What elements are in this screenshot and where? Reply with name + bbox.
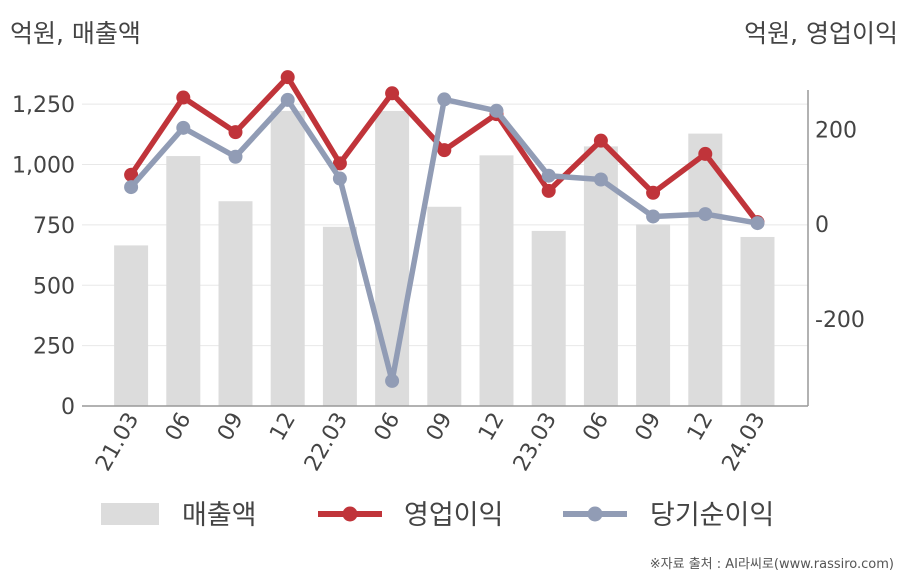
net-income-point bbox=[332, 171, 347, 186]
bar-revenue bbox=[218, 201, 253, 406]
legend-label-net: 당기순이익 bbox=[650, 500, 774, 531]
bar-revenue bbox=[636, 224, 671, 406]
bar-revenue bbox=[427, 206, 462, 406]
net-income-point bbox=[176, 120, 191, 135]
operating-profit-point bbox=[646, 185, 661, 200]
left-tick-label: 1,250 bbox=[12, 93, 75, 118]
left-tick-label: 0 bbox=[61, 395, 75, 420]
net-income-point bbox=[124, 180, 139, 195]
x-tick-label: 23.03 bbox=[509, 409, 562, 476]
left-tick-label: 250 bbox=[33, 335, 75, 360]
bar-revenue bbox=[740, 236, 775, 406]
legend-marker-operating bbox=[342, 506, 358, 522]
net-income-point bbox=[489, 103, 504, 118]
x-tick-label: 12 bbox=[474, 409, 510, 446]
net-income-point bbox=[228, 149, 243, 164]
bar-revenue bbox=[375, 110, 410, 406]
legend-label-operating: 영업이익 bbox=[404, 500, 503, 531]
bar-revenue bbox=[322, 226, 357, 406]
operating-profit-point bbox=[228, 125, 243, 140]
legend-swatch-revenue bbox=[101, 503, 159, 525]
left-tick-label: 1,000 bbox=[12, 154, 75, 179]
x-tick-label: 09 bbox=[422, 409, 458, 446]
bar-revenue bbox=[688, 133, 723, 406]
bar-revenue bbox=[114, 245, 149, 406]
right-tick-label: -200 bbox=[815, 308, 865, 333]
net-income-point bbox=[646, 209, 661, 224]
operating-profit-point bbox=[541, 183, 556, 198]
x-tick-label: 06 bbox=[578, 409, 614, 446]
x-tick-label: 22.03 bbox=[300, 409, 353, 476]
legend-marker-net bbox=[587, 506, 603, 522]
operating-profit-point bbox=[332, 156, 347, 171]
net-income-point bbox=[698, 207, 713, 222]
bar-revenue bbox=[270, 110, 305, 406]
left-tick-label: 500 bbox=[33, 274, 75, 299]
net-income-point bbox=[385, 373, 400, 388]
net-income-point bbox=[280, 92, 295, 107]
x-tick-label: 09 bbox=[213, 409, 249, 446]
legend-label-revenue: 매출액 bbox=[182, 500, 257, 531]
x-tick-label: 21.03 bbox=[91, 409, 144, 476]
net-income-point bbox=[437, 92, 452, 107]
right-tick-label: 200 bbox=[815, 118, 857, 143]
left-tick-label: 750 bbox=[33, 214, 75, 239]
net-income-point bbox=[593, 172, 608, 187]
x-tick-label: 06 bbox=[161, 409, 197, 446]
bar-revenue bbox=[479, 155, 514, 406]
source-note: ※자료 출처 : AI라씨로(www.rassiro.com) bbox=[649, 557, 894, 572]
operating-profit-point bbox=[385, 86, 400, 101]
x-tick-label: 09 bbox=[631, 409, 667, 446]
operating-profit-point bbox=[280, 70, 295, 85]
x-tick-label: 12 bbox=[683, 409, 719, 446]
operating-profit-point bbox=[124, 167, 139, 182]
x-tick-label: 12 bbox=[265, 409, 301, 446]
right-axis-unit: 억원, 영업이익 bbox=[744, 19, 898, 48]
net-income-point bbox=[750, 216, 765, 231]
operating-profit-point bbox=[176, 90, 191, 105]
bar-revenue bbox=[166, 156, 201, 406]
net-income-point bbox=[541, 168, 556, 183]
x-tick-label: 24.03 bbox=[718, 409, 771, 476]
operating-profit-point bbox=[593, 133, 608, 148]
bar-revenue bbox=[531, 230, 566, 406]
x-tick-label: 06 bbox=[370, 409, 406, 446]
operating-profit-point bbox=[437, 143, 452, 158]
left-axis-unit: 억원, 매출액 bbox=[10, 19, 141, 48]
right-tick-label: 0 bbox=[815, 213, 829, 238]
operating-profit-point bbox=[698, 146, 713, 161]
